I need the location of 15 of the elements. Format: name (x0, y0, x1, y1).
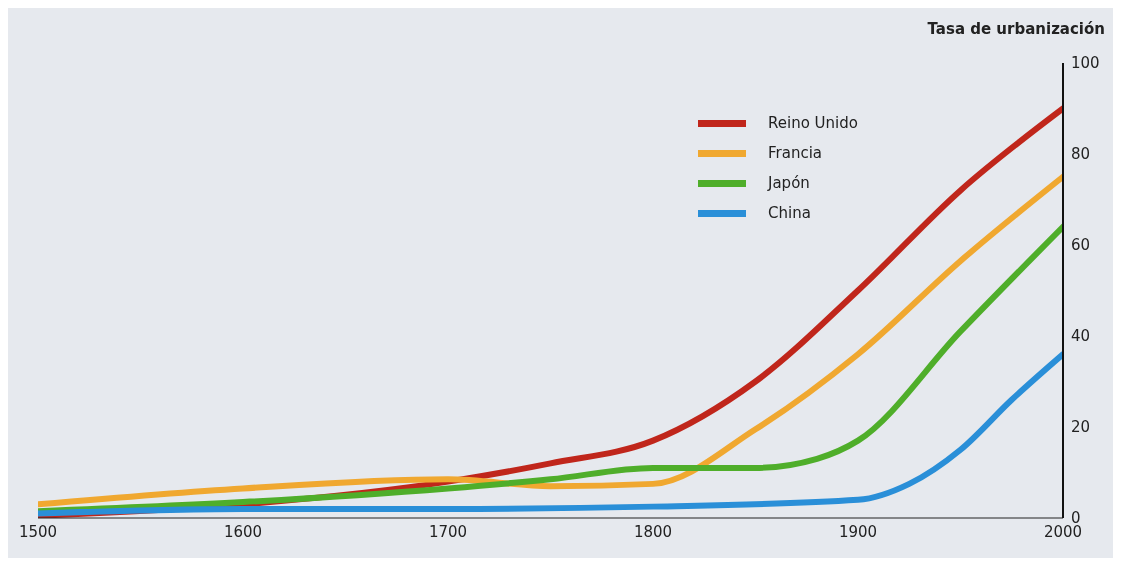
x-tick-label: 1600 (223, 522, 263, 541)
legend-label: Reino Unido (768, 114, 858, 132)
x-tick-label: 1900 (838, 522, 878, 541)
x-tick-label: 1800 (633, 522, 673, 541)
y-tick-label: 80 (1071, 145, 1091, 164)
y-tick-label: 40 (1071, 327, 1091, 346)
y-tick-label: 60 (1071, 236, 1091, 255)
y-axis-title: Tasa de urbanización (927, 20, 1105, 38)
y-tick-label: 20 (1071, 418, 1091, 437)
legend-label: Francia (768, 144, 823, 162)
legend-label: Japón (768, 174, 810, 192)
x-tick-label: 1700 (428, 522, 468, 541)
legend-label: China (768, 204, 811, 222)
x-tick-label: 1500 (18, 522, 58, 541)
y-tick-label: 100 (1071, 54, 1100, 73)
